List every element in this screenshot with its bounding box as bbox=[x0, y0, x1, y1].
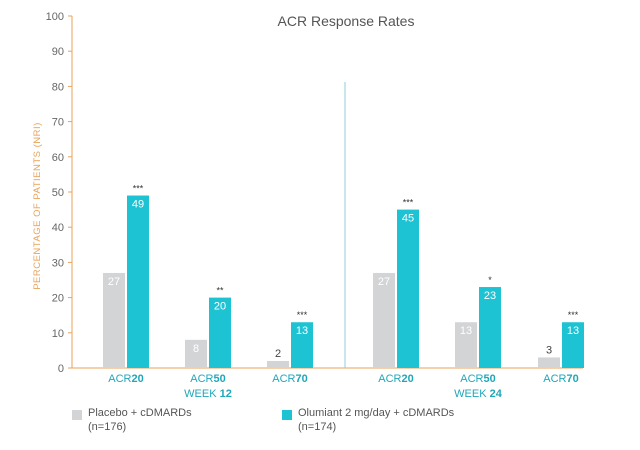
label-olumiant-w12-acr70: 13 bbox=[296, 325, 308, 337]
legend-olumiant-n: (n=174) bbox=[298, 421, 337, 433]
x-tick-prefix: ACR bbox=[108, 373, 131, 385]
week-label-24: WEEK 24 bbox=[454, 388, 503, 400]
week-number: 12 bbox=[220, 388, 232, 400]
bar-olumiant-w24-acr50 bbox=[479, 287, 501, 368]
label-placebo-w24-acr50: 13 bbox=[460, 325, 472, 337]
significance-w12-acr70: *** bbox=[297, 310, 308, 320]
bar-olumiant-w12-acr50 bbox=[209, 297, 231, 368]
legend-swatch-placebo bbox=[72, 410, 82, 420]
week-number: 24 bbox=[490, 388, 503, 400]
label-placebo-w24-acr70: 3 bbox=[546, 344, 552, 356]
week-label-12: WEEK 12 bbox=[184, 388, 232, 400]
legend-olumiant-label: Olumiant 2 mg/day + cDMARDs bbox=[298, 407, 455, 419]
label-olumiant-w12-acr50: 20 bbox=[214, 301, 226, 313]
y-tick-label-30: 30 bbox=[52, 257, 64, 269]
week-prefix: WEEK bbox=[184, 388, 219, 400]
x-tick-number: 20 bbox=[131, 373, 143, 385]
x-tick-prefix: ACR bbox=[190, 373, 213, 385]
bar-olumiant-w12-acr70 bbox=[291, 322, 313, 368]
significance-w24-acr50: * bbox=[488, 275, 492, 285]
x-tick-number: 50 bbox=[213, 373, 225, 385]
label-olumiant-w24-acr20: 45 bbox=[402, 213, 414, 225]
y-tick-label-60: 60 bbox=[52, 152, 64, 164]
y-tick-label-90: 90 bbox=[52, 46, 64, 58]
x-tick-prefix: ACR bbox=[272, 373, 295, 385]
bar-placebo-w12-acr70 bbox=[267, 360, 289, 368]
label-olumiant-w12-acr20: 49 bbox=[132, 199, 144, 211]
x-tick-label-w12-acr70: ACR70 bbox=[272, 373, 307, 385]
y-tick-label-100: 100 bbox=[46, 11, 64, 23]
x-tick-label-w24-acr20: ACR20 bbox=[378, 373, 413, 385]
significance-w24-acr70: *** bbox=[568, 310, 579, 320]
significance-w24-acr20: *** bbox=[403, 198, 414, 208]
chart-title: ACR Response Rates bbox=[278, 13, 415, 29]
x-tick-prefix: ACR bbox=[543, 373, 566, 385]
y-tick-label-50: 50 bbox=[52, 187, 64, 199]
bar-placebo-w24-acr20 bbox=[373, 272, 395, 368]
label-placebo-w12-acr70: 2 bbox=[275, 348, 281, 360]
bar-placebo-w24-acr50 bbox=[455, 322, 477, 368]
y-tick-label-0: 0 bbox=[58, 363, 64, 375]
x-tick-label-w12-acr20: ACR20 bbox=[108, 373, 143, 385]
legend-placebo: Placebo + cDMARDs (n=176) bbox=[88, 406, 192, 434]
y-axis-label: PERCENTAGE OF PATIENTS (NRI) bbox=[32, 122, 43, 290]
y-tick-label-20: 20 bbox=[52, 293, 64, 305]
bar-placebo-w24-acr70 bbox=[538, 357, 560, 368]
y-tick-label-10: 10 bbox=[52, 328, 64, 340]
y-tick-label-70: 70 bbox=[52, 117, 64, 129]
week-prefix: WEEK bbox=[454, 388, 489, 400]
x-tick-label-w24-acr70: ACR70 bbox=[543, 373, 578, 385]
x-tick-label-w24-acr50: ACR50 bbox=[460, 373, 495, 385]
x-tick-number: 50 bbox=[483, 373, 495, 385]
significance-w12-acr50: ** bbox=[216, 286, 224, 296]
legend-olumiant: Olumiant 2 mg/day + cDMARDs (n=174) bbox=[298, 406, 454, 434]
label-placebo-w12-acr20: 27 bbox=[108, 276, 120, 288]
x-tick-label-w12-acr50: ACR50 bbox=[190, 373, 225, 385]
label-olumiant-w24-acr50: 23 bbox=[484, 290, 496, 302]
significance-w12-acr20: *** bbox=[133, 184, 144, 194]
label-olumiant-w24-acr70: 13 bbox=[567, 325, 579, 337]
legend-placebo-label: Placebo + cDMARDs bbox=[88, 407, 192, 419]
legend-swatch-olumiant bbox=[282, 410, 292, 420]
x-tick-prefix: ACR bbox=[460, 373, 483, 385]
x-tick-number: 70 bbox=[295, 373, 307, 385]
label-placebo-w12-acr50: 8 bbox=[193, 343, 199, 355]
y-tick-label-40: 40 bbox=[52, 222, 64, 234]
bar-placebo-w12-acr50 bbox=[185, 339, 207, 368]
bar-olumiant-w12-acr20 bbox=[127, 195, 149, 368]
x-tick-number: 70 bbox=[566, 373, 578, 385]
bar-olumiant-w24-acr70 bbox=[562, 322, 584, 368]
bar-placebo-w12-acr20 bbox=[103, 272, 125, 368]
x-tick-prefix: ACR bbox=[378, 373, 401, 385]
label-placebo-w24-acr20: 27 bbox=[378, 276, 390, 288]
bar-olumiant-w24-acr20 bbox=[397, 209, 419, 368]
x-tick-number: 20 bbox=[401, 373, 413, 385]
legend-placebo-n: (n=176) bbox=[88, 421, 127, 433]
y-tick-label-80: 80 bbox=[52, 81, 64, 93]
